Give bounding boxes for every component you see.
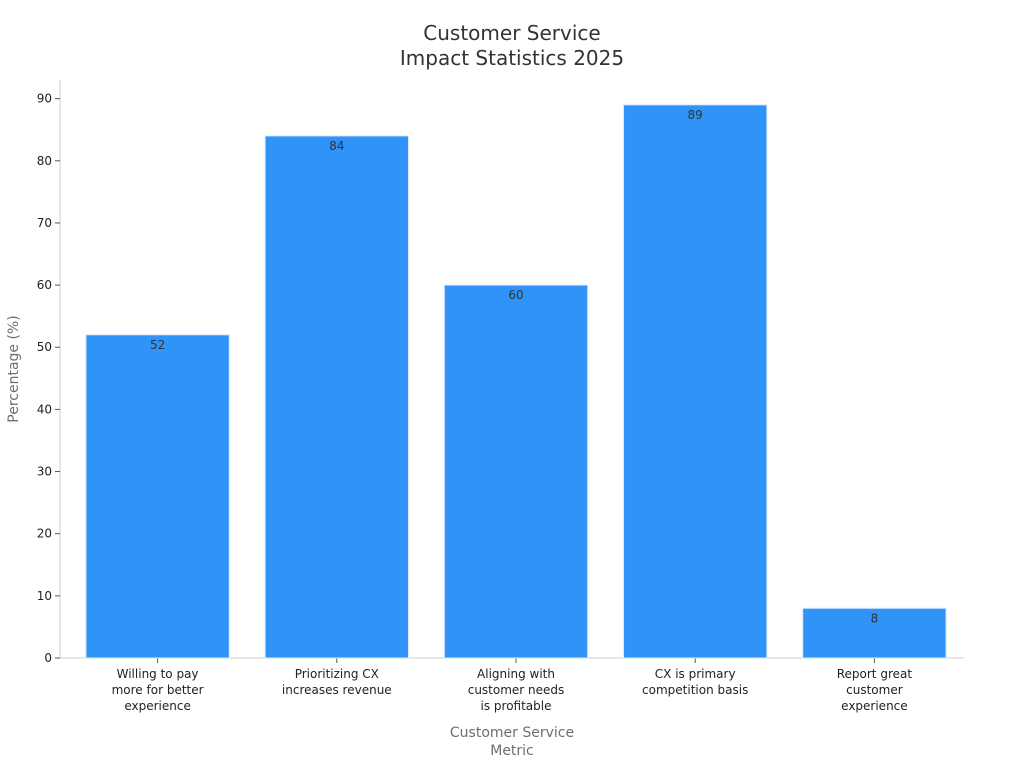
- category-label: increases revenue: [282, 683, 392, 697]
- y-tick-label: 20: [37, 527, 52, 541]
- category-label: CX is primary: [655, 667, 736, 681]
- y-tick-label: 80: [37, 154, 52, 168]
- bar: [85, 334, 230, 659]
- chart-title-line: Customer Service: [423, 21, 600, 45]
- y-tick-label: 50: [37, 340, 52, 354]
- data-label: 60: [508, 288, 523, 302]
- data-label: 84: [329, 139, 344, 153]
- x-axis-title: Customer Service Metric: [450, 725, 574, 759]
- category-label: experience: [124, 699, 191, 713]
- data-labels: 52 84 60 89 8: [150, 108, 878, 625]
- y-axis: 0 10 20 30 40 50 60 70 80 90: [37, 80, 61, 665]
- bar: [264, 135, 409, 659]
- category-label: is profitable: [481, 699, 552, 713]
- category-label: Report great: [837, 667, 913, 681]
- bar: [443, 284, 589, 659]
- category-label: customer needs: [468, 683, 565, 697]
- category-label: competition basis: [642, 683, 748, 697]
- y-tick-label: 90: [37, 92, 52, 106]
- y-tick-label: 0: [44, 651, 52, 665]
- category-label: Prioritizing CX: [295, 667, 379, 681]
- category-label: customer: [846, 683, 903, 697]
- data-label: 8: [871, 611, 879, 625]
- data-label: 89: [688, 108, 703, 122]
- category-label: Aligning with: [477, 667, 555, 681]
- bars: [85, 104, 947, 659]
- y-tick-label: 30: [37, 465, 52, 479]
- y-tick-label: 10: [37, 589, 52, 603]
- x-axis-title-line: Customer Service: [450, 725, 574, 741]
- category-labels: Willing to pay more for better experience P…: [112, 667, 913, 713]
- y-tick-label: 60: [37, 278, 52, 292]
- x-axis: [60, 657, 964, 663]
- chart-title-line: Impact Statistics 2025: [400, 46, 624, 70]
- category-label: more for better: [112, 683, 204, 697]
- bar: [623, 104, 768, 659]
- y-axis-title: Percentage (%): [6, 315, 22, 422]
- y-tick-label: 40: [37, 402, 52, 416]
- category-label: Willing to pay: [117, 667, 199, 681]
- category-label: experience: [841, 699, 908, 713]
- x-axis-title-line: Metric: [490, 743, 534, 759]
- bar: [802, 607, 947, 659]
- y-axis-title: Percentage (%): [6, 315, 22, 422]
- data-label: 52: [150, 338, 165, 352]
- y-tick-label: 70: [37, 216, 52, 230]
